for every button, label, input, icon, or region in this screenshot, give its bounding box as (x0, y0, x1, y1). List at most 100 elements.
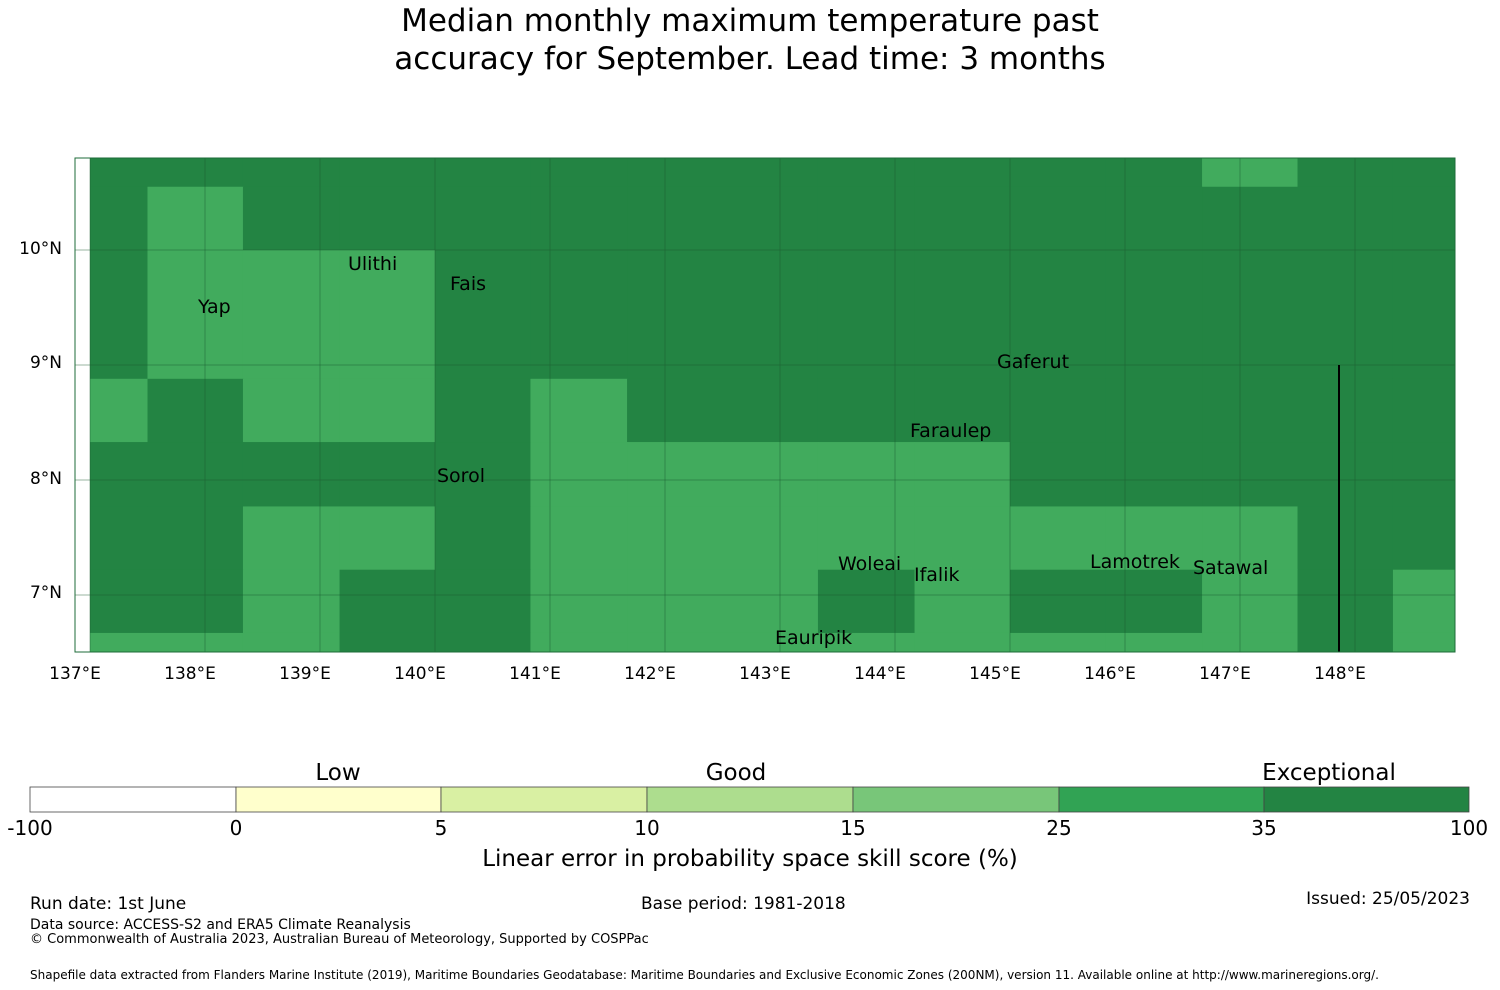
grid-cell (1010, 506, 1106, 571)
grid-cell (1297, 442, 1394, 507)
grid-cell (722, 186, 819, 251)
grid-cell (90, 632, 148, 653)
grid-cell (1105, 442, 1203, 507)
category-low: Low (315, 760, 361, 786)
place-label-woleai: Woleai (838, 553, 902, 575)
grid-cell (435, 186, 531, 251)
grid-cell (339, 569, 436, 634)
grid-cell (1202, 632, 1298, 653)
colorbar-tick: 10 (634, 816, 660, 840)
colorbar-tick: 35 (1251, 816, 1277, 840)
grid-cell (1105, 250, 1203, 380)
grid-cell (1105, 632, 1203, 653)
grid-cell (147, 250, 244, 380)
grid-cell (435, 569, 531, 634)
category-good: Good (705, 760, 767, 786)
grid-cell (530, 186, 628, 251)
shapefile-credit: Shapefile data extracted from Flanders M… (30, 968, 1379, 982)
grid-cell (339, 250, 436, 380)
grid-cell (147, 186, 244, 251)
colorbar-segment (440, 786, 648, 813)
grid-cell (1010, 569, 1106, 634)
grid-cell (1392, 158, 1456, 188)
lon-tick-139e: 139°E (279, 664, 331, 684)
grid-cell (722, 442, 819, 507)
grid-cell (339, 158, 436, 188)
place-label-eauripik: Eauripik (775, 627, 853, 649)
grid-cell (1105, 158, 1203, 188)
place-label-gaferut: Gaferut (997, 351, 1070, 373)
grid-cell (1010, 186, 1106, 251)
grid-cell (1297, 506, 1394, 571)
grid-cell (627, 378, 723, 443)
colorbar-tick: 100 (1449, 816, 1489, 840)
grid-cell (147, 569, 244, 634)
colorbar-tick: 25 (1046, 816, 1072, 840)
grid-cell (1297, 250, 1394, 380)
grid-cell (530, 569, 628, 634)
colorbar-label: Linear error in probability space skill … (482, 846, 1018, 872)
grid-cell (722, 378, 819, 443)
lon-tick-140e: 140°E (394, 664, 446, 684)
grid-cell (435, 506, 531, 571)
data-source: Data source: ACCESS-S2 and ERA5 Climate … (30, 917, 411, 933)
colorbar-segment (852, 786, 1060, 813)
colorbar-segment (29, 786, 237, 813)
place-label-fais: Fais (450, 273, 487, 295)
lon-tick-146e: 146°E (1084, 664, 1136, 684)
colorbar-tick: 15 (840, 816, 866, 840)
colorbar-segment (235, 786, 442, 813)
grid-cell (1392, 632, 1456, 653)
grid-cell (817, 569, 916, 634)
grid-cell (722, 158, 819, 188)
grid-cell (1392, 250, 1456, 380)
grid-cell (722, 632, 819, 653)
grid-cell (435, 158, 531, 188)
grid-cell (147, 442, 244, 507)
grid-cell (530, 632, 628, 653)
lon-tick-147e: 147°E (1199, 664, 1251, 684)
grid-cell (914, 378, 1011, 443)
grid-cell (914, 442, 1011, 507)
colorbar (29, 786, 1470, 813)
lon-tick-137e: 137°E (49, 664, 101, 684)
grid-cell (242, 569, 341, 634)
grid-cell (1202, 250, 1298, 380)
colorbar-tick: 5 (434, 816, 448, 840)
grid-cell (914, 158, 1011, 188)
grid-cell (914, 632, 1011, 653)
grid-cell (1202, 506, 1298, 571)
grid-cell (339, 186, 436, 251)
grid-cell (1202, 569, 1298, 634)
grid-cells (90, 158, 1456, 653)
grid-cell (147, 632, 244, 653)
grid-cell (435, 632, 531, 653)
colorbar-segment (646, 786, 854, 813)
grid-cell (339, 442, 436, 507)
grid-cell (1392, 442, 1456, 507)
grid-cell (1202, 378, 1298, 443)
lat-tick-8n: 8°N (29, 469, 62, 489)
grid-cell (1392, 186, 1456, 251)
grid-cell (1202, 158, 1298, 188)
grid-cell (1010, 158, 1106, 188)
grid-cell (530, 442, 628, 507)
title-line-2: accuracy for September. Lead time: 3 mon… (394, 41, 1106, 77)
place-label-sorol: Sorol (437, 465, 485, 487)
grid-cell (339, 378, 436, 443)
grid-cell (1010, 378, 1106, 443)
colorbar-segment (1058, 786, 1265, 813)
grid-cell (242, 250, 341, 380)
grid-cell (817, 442, 916, 507)
grid-cell (242, 186, 341, 251)
lon-tick-148e: 148°E (1314, 664, 1366, 684)
place-label-satawal: Satawal (1193, 557, 1269, 579)
grid-cell (914, 186, 1011, 251)
grid-cell (242, 632, 341, 653)
grid-cell (435, 442, 531, 507)
grid-cell (627, 158, 723, 188)
grid-cell (722, 569, 819, 634)
lon-tick-144e: 144°E (854, 664, 906, 684)
grid-cell (1392, 569, 1456, 634)
